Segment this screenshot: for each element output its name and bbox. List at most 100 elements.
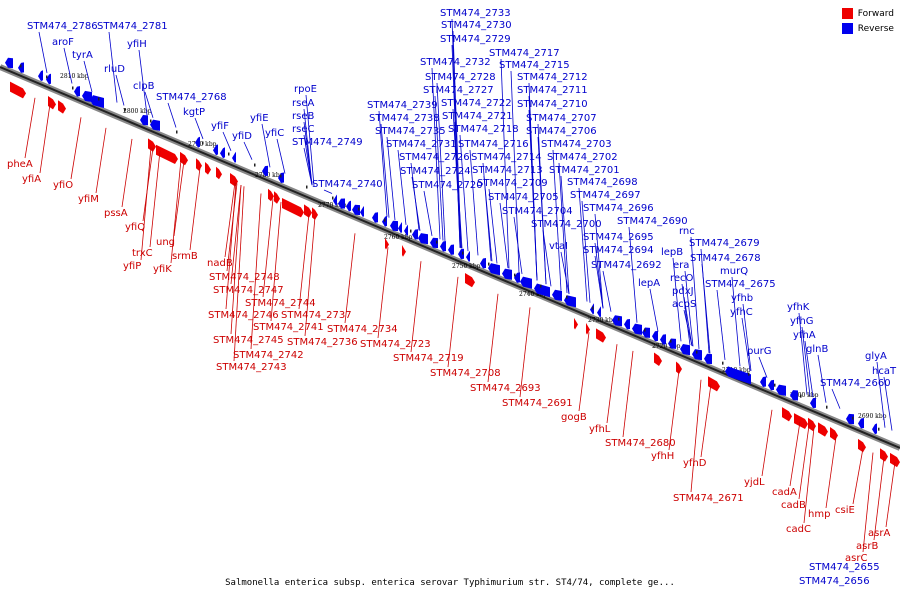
label-leader [798, 312, 808, 395]
gene-label: STM474_2716 [458, 139, 529, 150]
gene-label: STM474_2714 [471, 152, 542, 163]
scale-tick-mark [176, 130, 178, 134]
gene-label: STM474_2711 [517, 85, 588, 96]
forward-gene-block [782, 407, 792, 422]
label-leader [38, 31, 48, 73]
reverse-gene-block [534, 283, 550, 298]
scale-tick-mark [20, 64, 22, 68]
gene-label: nadB [207, 258, 233, 269]
label-leader [578, 187, 588, 302]
scale-tick-mark [618, 317, 620, 321]
gene-label: yfhH [651, 451, 674, 462]
legend-reverse: Reverse [841, 23, 894, 34]
gene-label: STM474_2678 [690, 253, 761, 264]
scale-tick-mark [202, 141, 204, 145]
forward-gene-block [180, 151, 188, 166]
gene-label: cadC [786, 524, 811, 535]
reverse-gene-block [488, 263, 500, 276]
forward-gene-block [808, 417, 816, 432]
reverse-gene-block [90, 95, 104, 108]
label-leader [63, 47, 73, 84]
label-leader [108, 31, 118, 103]
gene-label: murQ [720, 266, 748, 277]
scale-tick-mark [462, 251, 464, 255]
scale-tick-mark [826, 405, 828, 409]
gene-label: STM474_2702 [547, 152, 618, 163]
gene-label: glyA [865, 351, 887, 362]
label-leader [411, 176, 421, 231]
gene-label: STM474_2734 [327, 324, 398, 335]
label-leader [323, 189, 333, 194]
forward-gene-block [676, 361, 682, 374]
label-leader [716, 289, 726, 360]
gene-label: STM474_2693 [470, 383, 541, 394]
figure-caption: Salmonella enterica subsp. enterica sero… [225, 578, 675, 588]
reverse-gene-block [46, 73, 51, 85]
label-leader [83, 60, 93, 93]
reverse-gene-block [390, 220, 398, 232]
label-leader [831, 388, 841, 409]
reverse-gene-block [440, 241, 446, 252]
gene-label: STM474_2728 [425, 72, 496, 83]
gene-label: yfhD [683, 458, 707, 469]
label-leader [876, 361, 886, 428]
scale-tick-mark [722, 361, 724, 365]
gene-label: cadB [781, 500, 806, 511]
scale-tick-mark [332, 196, 334, 200]
label-leader [194, 117, 204, 140]
forward-gene-block [794, 413, 808, 430]
gene-label: yfhC [730, 307, 753, 318]
scale-tick-mark [592, 306, 594, 310]
gene-label: STM474_2748 [209, 272, 280, 283]
label-leader [224, 182, 236, 258]
reverse-gene-block [352, 204, 360, 216]
label-leader [690, 236, 700, 349]
gene-label: STM474_2723 [360, 339, 431, 350]
label-leader [628, 226, 638, 323]
label-leader [144, 91, 154, 118]
scale-tick-mark [254, 163, 256, 167]
scale-tick-mark [150, 119, 152, 123]
gene-label: STM474_2655 [809, 562, 880, 573]
tick-label: 2750 kbp [452, 263, 481, 270]
label-leader [170, 159, 182, 264]
tick-label: 2720 kbp [652, 343, 681, 350]
scale-tick-mark [800, 394, 802, 398]
gene-label: yfiQ [125, 222, 145, 233]
gene-label: pssA [104, 208, 128, 219]
gene-label: STM474_2698 [567, 177, 638, 188]
forward-gene-block [274, 191, 280, 204]
reverse-gene-block [458, 248, 464, 260]
scale-tick-mark [280, 174, 282, 178]
reverse-gene-block [38, 70, 43, 82]
tick-label: 2690 kbp [858, 413, 887, 420]
forward-gene-block [385, 237, 389, 250]
gene-label: srmB [172, 251, 198, 262]
gene-label: STM474_2708 [430, 368, 501, 379]
scale-tick-mark [436, 240, 438, 244]
label-leader [537, 136, 547, 285]
label-leader [649, 288, 659, 332]
tick-label: 2740 kbp [519, 291, 548, 298]
label-leader [447, 276, 459, 368]
reverse-gene-block [680, 343, 690, 356]
gene-label: glnB [806, 344, 828, 355]
reverse-gene-block [632, 323, 642, 335]
gene-label: rseA [292, 98, 314, 109]
label-leader [483, 175, 493, 262]
tick-label: 2760 kbp [384, 234, 413, 241]
scale-tick-mark [852, 416, 854, 420]
gene-label: vtaI [549, 241, 568, 252]
label-leader [594, 255, 604, 309]
forward-gene-block [402, 245, 406, 257]
reverse-gene-block [5, 57, 13, 69]
gene-label: rseB [292, 111, 314, 122]
gene-label: STM474_2656 [799, 576, 870, 587]
gene-label: purG [747, 346, 772, 357]
reverse-gene-block [846, 413, 854, 425]
forward-gene-block [465, 272, 475, 288]
label-leader [499, 202, 509, 269]
reverse-gene-block [502, 268, 512, 280]
gene-label: STM474_2680 [605, 438, 676, 449]
